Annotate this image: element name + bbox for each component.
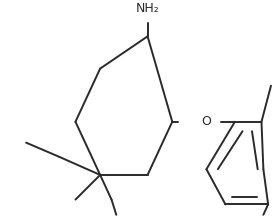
Text: O: O [202,115,211,128]
Text: NH₂: NH₂ [136,2,160,16]
